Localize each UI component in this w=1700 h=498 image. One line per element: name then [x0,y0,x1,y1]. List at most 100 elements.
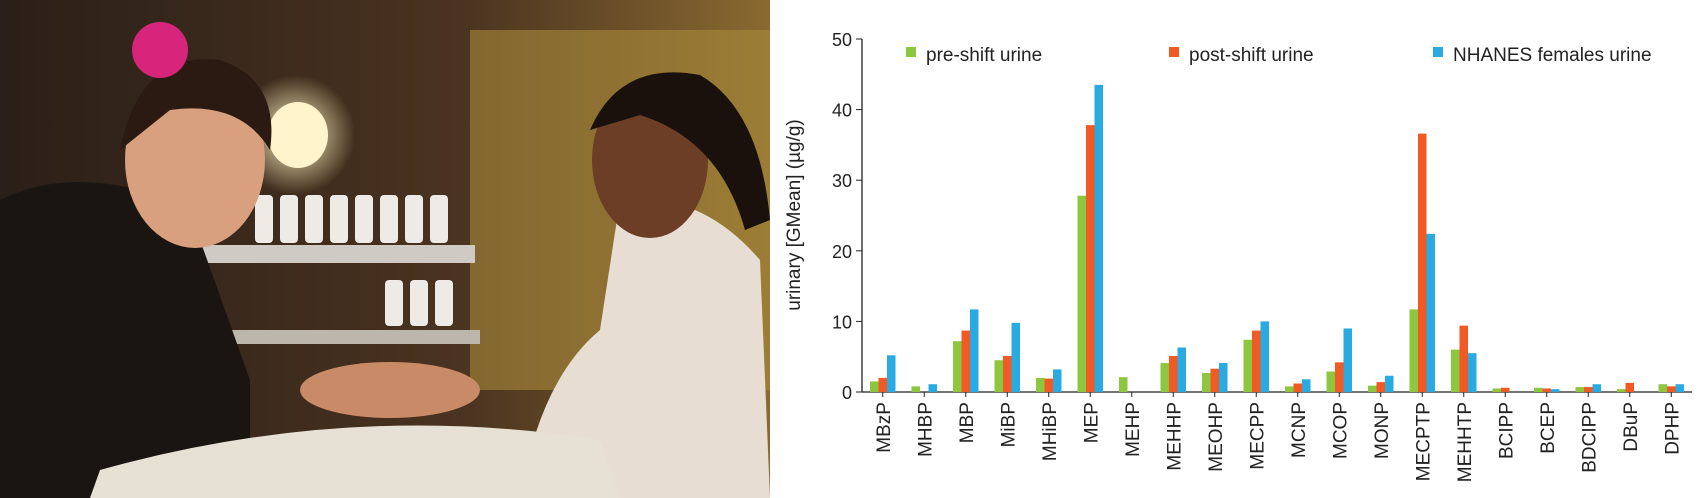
bar [1459,325,1468,392]
y-tick-label: 40 [832,101,852,121]
legend-swatch [1433,47,1443,57]
bar [1625,382,1634,392]
towel [90,425,620,498]
bar [1343,328,1352,392]
legend-label: NHANES females urine [1453,45,1652,66]
bar [870,381,879,392]
bar [1335,362,1344,392]
x-tick-label: BDCIPP [1579,402,1600,473]
bar [1376,382,1385,392]
person-right-hair [590,72,770,230]
bar [1285,386,1294,392]
bar [1202,372,1211,392]
bar [1293,383,1302,392]
bar [1036,377,1045,392]
y-tick-label: 30 [832,171,852,191]
bar [1667,386,1676,392]
bar [1177,347,1186,392]
bar [1468,353,1477,392]
bar [1385,375,1394,392]
bar [1534,387,1543,392]
robe [520,198,770,498]
x-tick-label: DBuP [1621,402,1642,452]
bar [887,355,896,392]
bar [1210,368,1219,392]
bar [994,360,1003,392]
bar [878,377,887,392]
x-tick-label: MHiBP [1040,402,1061,461]
bar [1077,195,1086,392]
bar [1326,371,1335,392]
x-tick-label: MEOHP [1206,402,1227,472]
y-tick-label: 20 [832,242,852,262]
x-tick-label: MCOP [1330,402,1351,459]
bar [1044,378,1053,392]
x-tick-label: BCIPP [1496,402,1517,459]
x-tick-label: MEP [1081,402,1102,443]
x-tick-label: MCNP [1289,402,1310,458]
person-left-body [0,182,250,498]
bar [1451,349,1460,392]
bar [970,309,979,392]
shelf [210,330,480,344]
legend-label: pre-shift urine [926,45,1042,66]
y-axis-label: urinary [GMean] (µg/g) [784,119,805,311]
x-tick-label: MONP [1372,402,1393,459]
bar [1119,377,1128,392]
bar [1086,125,1095,392]
bar [1492,388,1501,392]
bar [1675,384,1684,392]
bar [1575,387,1584,392]
bar [911,386,920,392]
x-tick-label: MEHHP [1164,402,1185,471]
bar [1418,133,1427,392]
person-left-hair [120,59,272,150]
bar [1542,388,1551,392]
bar [961,330,970,392]
bar [1368,385,1377,392]
y-tick-label: 10 [832,312,852,332]
x-tick-label: MEHP [1123,402,1144,457]
legend-swatch [1169,47,1179,57]
x-tick-label: DPHP [1662,402,1683,455]
bar [1658,384,1667,392]
x-tick-label: MECPTP [1413,402,1434,481]
bar [1260,321,1269,392]
bar [1426,233,1435,392]
legend-label: post-shift urine [1189,45,1314,66]
bottles [255,195,453,326]
bar [1551,389,1560,392]
legend-swatch [906,47,916,57]
y-tick-label: 0 [842,383,852,403]
x-tick-label: MBP [957,402,978,443]
bar [953,341,962,392]
bar [1501,387,1510,392]
bar [1252,330,1261,392]
bar [1219,363,1228,392]
lamp [268,102,328,168]
bar [1011,322,1020,392]
shelf [195,245,475,263]
x-tick-label: MiBP [998,402,1019,447]
x-tick-label: MECPP [1247,402,1268,470]
bar [1160,363,1169,392]
bar [1094,84,1103,392]
chart: urinary [GMean] (µg/g) 0 10 20 30 40 50 pre-sh… [784,30,1692,482]
y-tick-label: 50 [832,30,852,50]
bar [1003,355,1012,392]
bar [1243,339,1252,392]
flower [132,22,188,78]
bar [928,384,937,392]
bar [1169,355,1178,392]
x-tick-label: MHBP [915,402,936,457]
hands [300,362,480,418]
bar [1592,384,1601,392]
photo [0,0,770,498]
bar [1617,389,1626,392]
x-tick-label: MEHHTP [1455,402,1476,482]
bar [1053,369,1062,392]
bar [1302,379,1311,392]
bar [1584,387,1593,392]
x-tick-label: BCEP [1538,402,1559,454]
